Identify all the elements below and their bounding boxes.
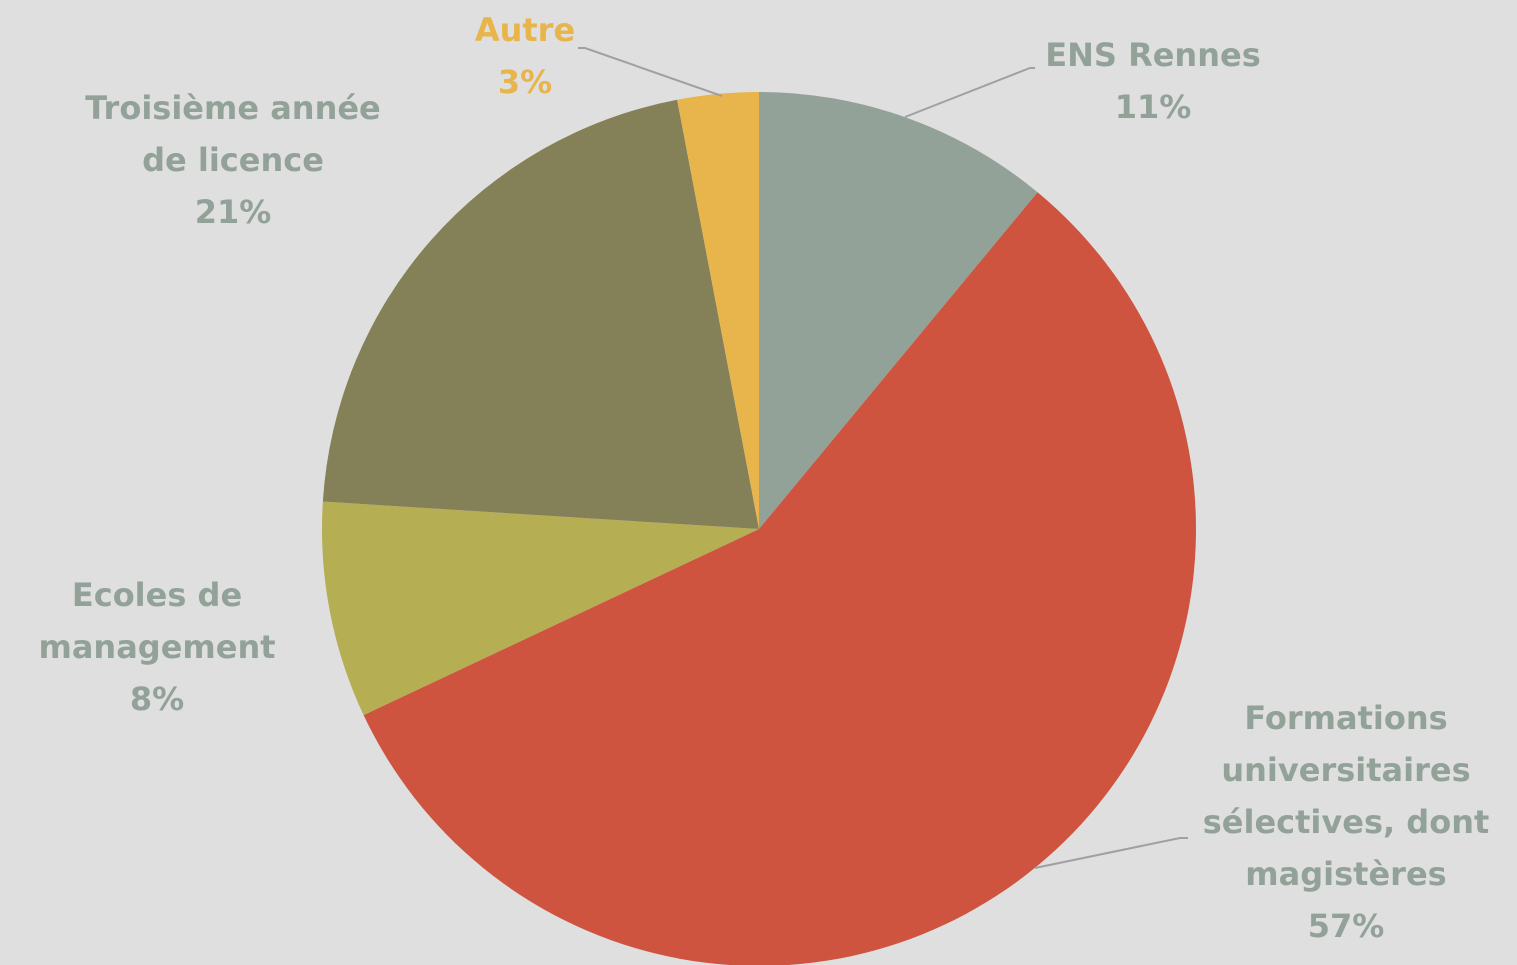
value-label: 57% [1307, 907, 1385, 945]
slice-label: ENS Rennes 11% [1003, 29, 1303, 133]
slice [322, 99, 759, 529]
category: Ecoles de management [38, 576, 276, 666]
slice-label: Ecoles de management 8% [7, 569, 307, 725]
slice [759, 92, 1038, 529]
leader-line [904, 67, 1035, 118]
leader-line [1034, 837, 1188, 869]
value-label: 21% [194, 193, 272, 231]
slice [321, 501, 759, 716]
category: Autre [474, 11, 576, 49]
category: Formations universitaires sélectives, do… [1202, 699, 1490, 893]
value-label: 3% [497, 63, 553, 101]
value-label: 11% [1114, 88, 1192, 126]
leader-line [578, 47, 723, 97]
slice-label: Autre 3% [425, 4, 625, 108]
value-label: 8% [129, 680, 185, 718]
slice-label: Formations universitaires sélectives, do… [1176, 692, 1516, 952]
slice-label: Troisième année de licence 21% [58, 82, 408, 238]
slice [677, 92, 759, 529]
category: ENS Rennes [1045, 36, 1261, 74]
category: Troisième année de licence [85, 89, 381, 179]
pie [321, 92, 1196, 965]
slice [363, 192, 1196, 965]
